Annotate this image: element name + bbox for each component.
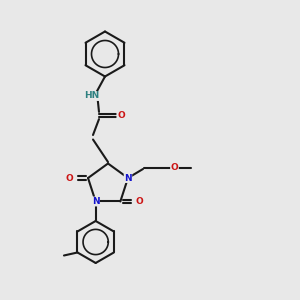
Text: O: O	[135, 197, 143, 206]
Text: HN: HN	[84, 92, 99, 100]
Text: N: N	[92, 197, 100, 206]
Text: O: O	[117, 111, 125, 120]
Text: O: O	[171, 163, 178, 172]
Text: N: N	[124, 173, 132, 182]
Text: O: O	[66, 173, 73, 182]
